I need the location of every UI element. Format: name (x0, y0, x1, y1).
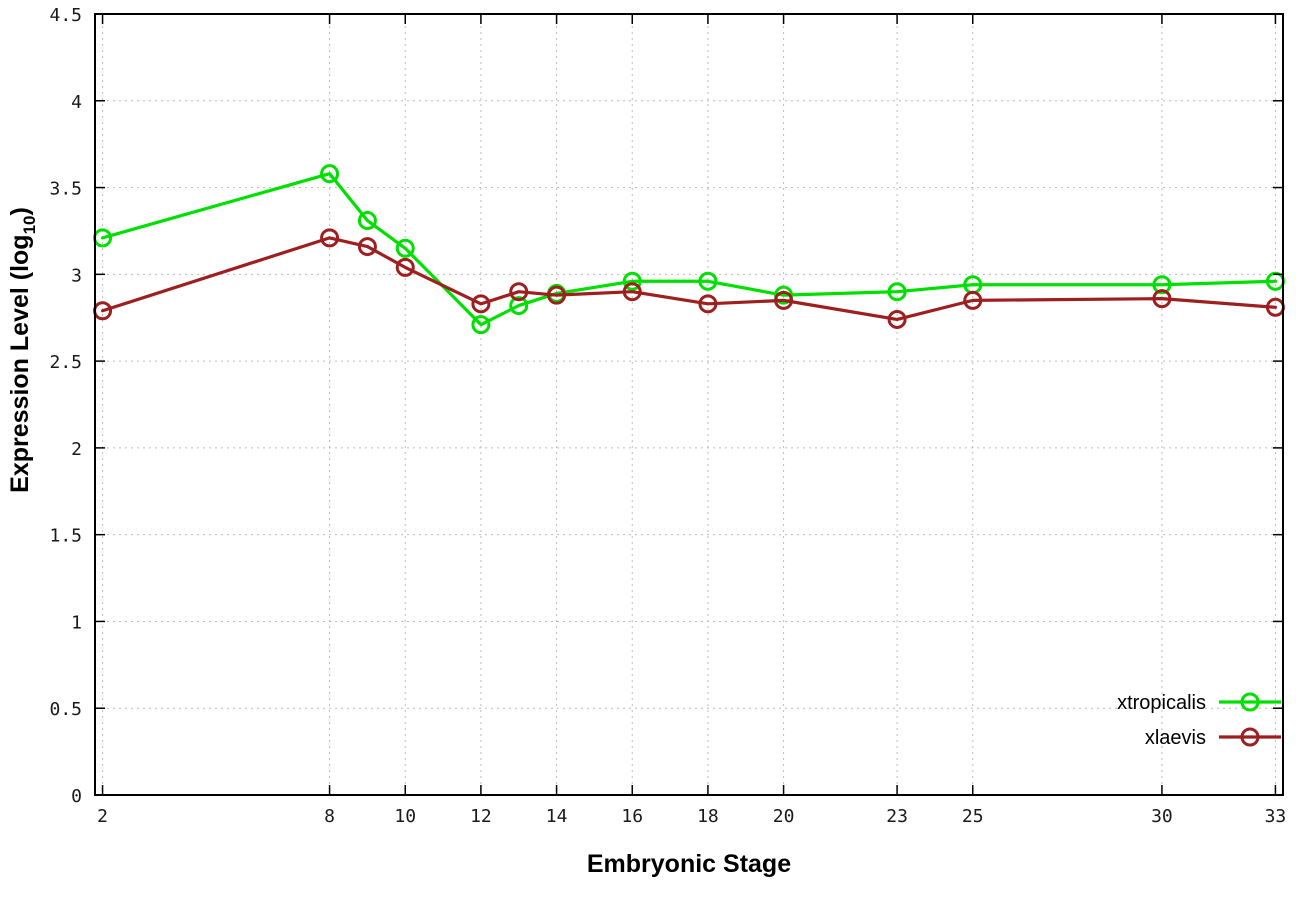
y-tick-label: 1 (71, 612, 82, 633)
series-xlaevis-point (357, 237, 377, 257)
series-xlaevis-point (963, 290, 983, 310)
legend-label-xlaevis: xlaevis (1145, 727, 1206, 749)
series-xtropicalis-point (509, 296, 529, 316)
x-tick-label: 2 (97, 806, 108, 827)
y-tick-label: 2.5 (49, 352, 82, 373)
x-tick-label: 10 (394, 806, 416, 827)
y-tick-label: 1.5 (49, 526, 82, 547)
x-tick-label: 8 (324, 806, 335, 827)
series-xlaevis-line (100, 236, 1278, 322)
series-xtropicalis-point (1152, 275, 1172, 295)
legend-sample-marker-xtropicalis (1240, 692, 1260, 712)
y-tick-label: 3.5 (49, 179, 82, 200)
x-tick-label: 20 (773, 806, 795, 827)
series-layer (93, 164, 1285, 335)
series-xtropicalis-point (774, 285, 794, 305)
x-tick-label: 12 (470, 806, 492, 827)
series-xtropicalis-point (357, 211, 377, 231)
series-xlaevis-point (509, 282, 529, 302)
legend-label-xtropicalis: xtropicalis (1117, 692, 1206, 714)
series-xtropicalis-point (698, 271, 718, 291)
series-xlaevis-point (622, 282, 642, 302)
x-tick-label: 30 (1151, 806, 1173, 827)
y-axis-title-main: Expression Level (log (6, 234, 34, 492)
y-axis-title: Expression Level (log10) (6, 207, 39, 493)
series-xtropicalis-point (887, 282, 907, 302)
x-tick-label: 25 (962, 806, 984, 827)
y-axis-title-suffix: ) (6, 207, 34, 215)
series-xlaevis-point (887, 309, 907, 329)
y-tick-label: 0.5 (49, 699, 82, 720)
axis-tick-labels: 2 8 10 12 14 16 18 20 23 25 30 33 0 0.5 1 1.5 2 2.5 3 3.5 4 4… (49, 5, 1286, 827)
series-xlaevis-point (698, 294, 718, 314)
y-tick-label: 4.5 (49, 5, 82, 26)
series-xtropicalis-point (395, 238, 415, 258)
series-xtropicalis-point (471, 315, 491, 335)
series-xtropicalis-point (622, 271, 642, 291)
x-tick-label: 18 (697, 806, 719, 827)
x-tick-label: 23 (886, 806, 908, 827)
x-tick-label: 16 (621, 806, 643, 827)
series-xlaevis-point (1152, 289, 1172, 309)
plot-border (94, 13, 1284, 796)
y-tick-label: 3 (71, 265, 82, 286)
series-xlaevis-point (547, 285, 567, 305)
axis-tick-marks (95, 13, 1283, 796)
x-axis-title: Embryonic Stage (587, 850, 791, 878)
series-xlaevis-point (320, 228, 340, 248)
y-tick-label: 4 (71, 92, 82, 113)
series-xlaevis-point (774, 290, 794, 310)
series-xtropicalis-point (320, 164, 340, 184)
legend-sample-marker-xlaevis (1240, 727, 1260, 747)
y-tick-label: 2 (71, 439, 82, 460)
y-tick-label: 0 (71, 786, 82, 807)
x-tick-label: 14 (546, 806, 568, 827)
series-xlaevis-point (395, 257, 415, 277)
legend: xtropicalis xlaevis (1117, 692, 1281, 749)
gridlines (95, 13, 1283, 796)
y-axis-title-subscript: 10 (20, 215, 39, 234)
x-tick-label: 33 (1265, 806, 1287, 827)
series-xlaevis-point (471, 294, 491, 314)
